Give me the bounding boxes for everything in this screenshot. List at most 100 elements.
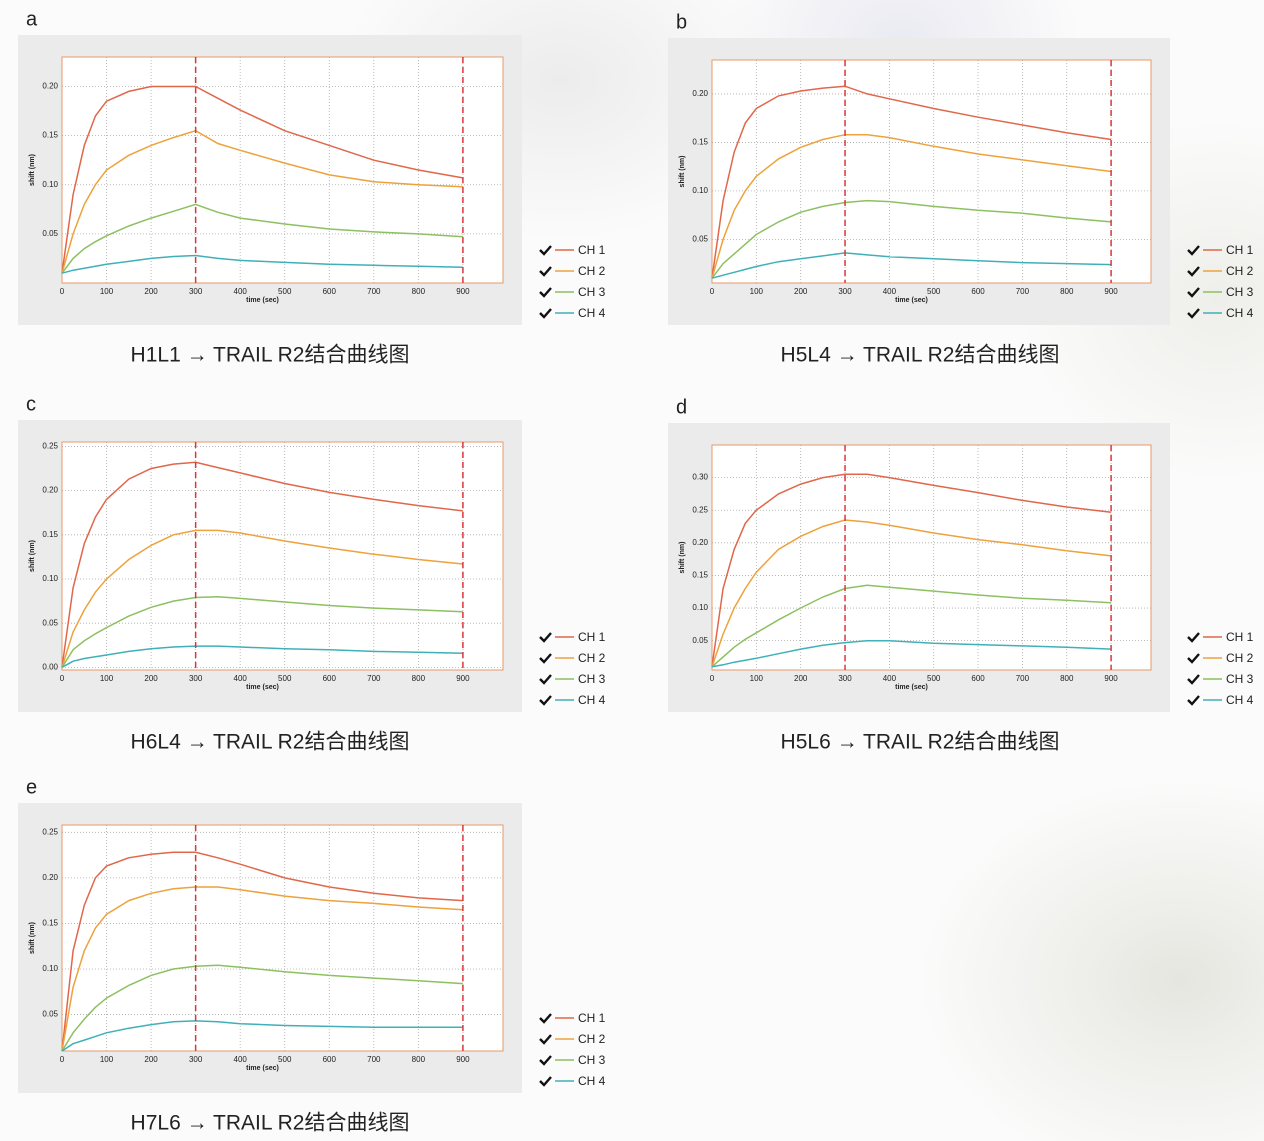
y-tick-label: 0.10 bbox=[42, 180, 58, 189]
check-icon bbox=[1187, 653, 1200, 664]
caption: H5L4 → TRAIL R2结合曲线图 bbox=[781, 344, 1060, 367]
chart-panel: d 0 100 200 300 400 500 600 700 800 900 0.05 0.10 0.1… bbox=[668, 396, 1254, 754]
y-tick-label: 0.15 bbox=[692, 571, 708, 580]
caption: H7L6 → TRAIL R2结合曲线图 bbox=[131, 1112, 410, 1135]
data-line bbox=[61, 85, 464, 274]
caption: H5L6 → TRAIL R2结合曲线图 bbox=[781, 731, 1060, 754]
plot-border bbox=[61, 56, 504, 284]
check-icon bbox=[539, 674, 552, 685]
x-tick-label: 400 bbox=[883, 287, 897, 296]
x-tick-label: 800 bbox=[412, 674, 426, 683]
legend-label: CH 1 bbox=[578, 243, 606, 257]
data-line bbox=[61, 1020, 463, 1052]
check-icon bbox=[1187, 245, 1200, 256]
y-tick-label: 0.10 bbox=[692, 603, 708, 612]
y-tick-label: 0.05 bbox=[42, 618, 58, 627]
plot-area bbox=[712, 445, 1151, 670]
y-tick-label: 0.20 bbox=[42, 82, 58, 91]
x-tick-label: 700 bbox=[367, 287, 381, 296]
x-tick-label: 0 bbox=[710, 287, 715, 296]
check-icon bbox=[1187, 266, 1200, 277]
x-tick-label: 700 bbox=[1016, 287, 1030, 296]
y-axis-label: shift (nm) bbox=[679, 542, 686, 574]
data-line bbox=[711, 133, 1112, 279]
x-tick-label: 900 bbox=[1104, 674, 1118, 683]
check-icon bbox=[539, 287, 552, 298]
check-icon bbox=[539, 632, 552, 643]
x-tick-label: 800 bbox=[412, 1055, 426, 1064]
y-tick-label: 0.00 bbox=[42, 662, 58, 671]
data-line bbox=[711, 252, 1112, 279]
x-tick-label: 100 bbox=[750, 287, 764, 296]
data-line bbox=[711, 519, 1112, 667]
x-tick-label: 300 bbox=[189, 287, 203, 296]
plot-area bbox=[712, 60, 1151, 283]
chart-panel: a 0 100 200 300 400 500 600 700 800 900 0.05 0.10 0.1… bbox=[18, 8, 606, 367]
legend-label: CH 3 bbox=[578, 285, 606, 299]
check-icon bbox=[539, 1034, 552, 1045]
legend-label: CH 2 bbox=[1226, 264, 1254, 278]
x-tick-label: 500 bbox=[927, 287, 941, 296]
data-line bbox=[711, 584, 1112, 668]
x-tick-label: 900 bbox=[456, 1055, 470, 1064]
legend-label: CH 3 bbox=[578, 672, 606, 686]
x-tick-label: 800 bbox=[412, 287, 426, 296]
x-tick-label: 700 bbox=[367, 674, 381, 683]
data-line bbox=[61, 203, 463, 274]
x-tick-label: 400 bbox=[234, 1055, 248, 1064]
caption: H6L4 → TRAIL R2结合曲线图 bbox=[131, 731, 410, 754]
x-tick-label: 800 bbox=[1060, 287, 1074, 296]
y-tick-label: 0.30 bbox=[692, 473, 708, 482]
chart-panel: c 0 100 200 300 400 500 600 700 800 900 0.00 0.05 0.1… bbox=[18, 393, 606, 754]
chart-panel: e 0 100 200 300 400 500 600 700 800 900 0.05 0.10 0.1… bbox=[18, 776, 606, 1135]
check-icon bbox=[539, 308, 552, 319]
legend-label: CH 2 bbox=[578, 1032, 606, 1046]
panel-label: e bbox=[26, 776, 37, 798]
y-tick-label: 0.15 bbox=[42, 530, 58, 539]
legend-label: CH 2 bbox=[1226, 651, 1254, 665]
plot-area bbox=[62, 825, 503, 1051]
x-tick-label: 600 bbox=[323, 287, 337, 296]
x-axis-label: time (sec) bbox=[246, 684, 279, 691]
legend-label: CH 1 bbox=[578, 1011, 606, 1025]
legend-label: CH 1 bbox=[1226, 630, 1254, 644]
x-tick-label: 300 bbox=[838, 674, 852, 683]
x-tick-label: 500 bbox=[278, 287, 292, 296]
plot-border bbox=[61, 824, 504, 1052]
data-line bbox=[711, 199, 1112, 279]
legend-label: CH 4 bbox=[578, 1074, 606, 1088]
panel-label: a bbox=[26, 8, 38, 30]
x-tick-label: 400 bbox=[234, 674, 248, 683]
x-axis-label: time (sec) bbox=[246, 297, 279, 304]
data-line bbox=[61, 129, 463, 274]
y-tick-label: 0.25 bbox=[42, 827, 58, 836]
x-tick-label: 100 bbox=[750, 674, 764, 683]
y-axis-label: shift (nm) bbox=[29, 540, 36, 572]
panel-label: b bbox=[676, 11, 687, 33]
check-icon bbox=[1187, 695, 1200, 706]
x-tick-label: 100 bbox=[100, 1055, 114, 1064]
x-tick-label: 500 bbox=[927, 674, 941, 683]
legend-label: CH 2 bbox=[578, 264, 606, 278]
x-tick-label: 200 bbox=[144, 1055, 158, 1064]
y-tick-label: 0.20 bbox=[692, 89, 708, 98]
x-tick-label: 200 bbox=[794, 287, 808, 296]
check-icon bbox=[539, 1013, 552, 1024]
x-tick-label: 200 bbox=[144, 674, 158, 683]
x-tick-label: 300 bbox=[838, 287, 852, 296]
caption: H1L1 → TRAIL R2结合曲线图 bbox=[131, 344, 410, 367]
x-tick-label: 100 bbox=[100, 287, 114, 296]
x-tick-label: 700 bbox=[367, 1055, 381, 1064]
y-tick-label: 0.10 bbox=[42, 964, 58, 973]
y-tick-label: 0.05 bbox=[42, 1010, 58, 1019]
panel-label: c bbox=[26, 393, 36, 415]
y-tick-label: 0.20 bbox=[692, 538, 708, 547]
data-line bbox=[61, 254, 463, 274]
x-axis-label: time (sec) bbox=[895, 684, 928, 691]
check-icon bbox=[539, 653, 552, 664]
x-tick-label: 300 bbox=[189, 674, 203, 683]
x-tick-label: 600 bbox=[323, 1055, 337, 1064]
x-tick-label: 400 bbox=[234, 287, 248, 296]
legend-label: CH 3 bbox=[578, 1053, 606, 1067]
